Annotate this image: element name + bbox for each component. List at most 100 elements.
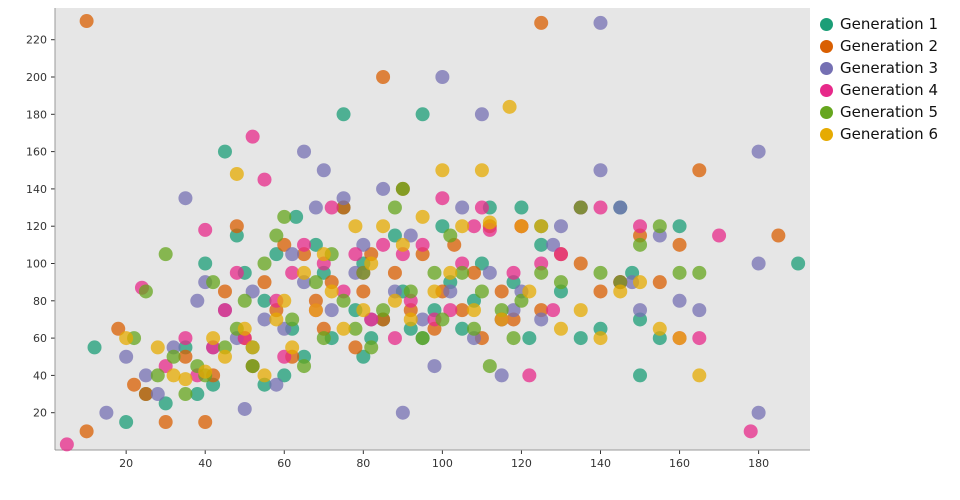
data-point <box>289 209 304 224</box>
data-point <box>217 303 232 318</box>
data-point <box>356 349 371 364</box>
data-point <box>59 437 74 452</box>
data-point <box>387 265 402 280</box>
data-point <box>506 331 521 346</box>
data-point <box>119 349 134 364</box>
data-point <box>217 284 232 299</box>
data-point <box>435 163 450 178</box>
data-point <box>79 14 94 29</box>
legend-swatch-icon <box>820 17 833 31</box>
data-point <box>138 284 153 299</box>
data-point <box>356 284 371 299</box>
data-point <box>534 312 549 327</box>
data-point <box>198 415 213 430</box>
data-point <box>166 349 181 364</box>
data-point <box>277 321 292 336</box>
data-point <box>435 70 450 85</box>
data-point <box>387 200 402 215</box>
data-point <box>474 163 489 178</box>
x-tick-label: 60 <box>277 457 291 470</box>
data-point <box>150 368 165 383</box>
x-tick-label: 140 <box>590 457 611 470</box>
data-point <box>455 265 470 280</box>
data-point <box>455 200 470 215</box>
legend-label: Generation 3 <box>840 59 938 77</box>
data-point <box>245 340 260 355</box>
data-point <box>514 293 529 308</box>
data-point <box>297 144 312 159</box>
data-point <box>455 321 470 336</box>
data-point <box>376 303 391 318</box>
data-point <box>633 219 648 234</box>
data-point <box>672 331 687 346</box>
data-point <box>150 387 165 402</box>
data-point <box>692 265 707 280</box>
data-point <box>158 396 173 411</box>
data-point <box>158 247 173 262</box>
legend-item: Generation 2 <box>820 36 938 56</box>
data-point <box>158 415 173 430</box>
data-point <box>415 312 430 327</box>
data-point <box>229 166 244 181</box>
data-point <box>348 340 363 355</box>
x-tick-label: 180 <box>748 457 769 470</box>
y-tick-label: 220 <box>26 34 47 47</box>
data-point <box>435 312 450 327</box>
data-point <box>158 359 173 374</box>
data-point <box>427 265 442 280</box>
data-point <box>751 144 766 159</box>
data-point <box>573 331 588 346</box>
data-point <box>672 237 687 252</box>
data-point <box>482 359 497 374</box>
legend-swatch-icon <box>820 39 833 53</box>
data-point <box>395 237 410 252</box>
plot-area <box>55 8 810 450</box>
data-point <box>534 237 549 252</box>
data-point <box>443 265 458 280</box>
data-point <box>593 284 608 299</box>
y-tick-label: 140 <box>26 183 47 196</box>
data-point <box>285 340 300 355</box>
data-point <box>178 349 193 364</box>
data-point <box>245 129 260 144</box>
data-point <box>443 228 458 243</box>
data-point <box>297 237 312 252</box>
y-tick-label: 200 <box>26 71 47 84</box>
data-point <box>316 331 331 346</box>
data-point <box>502 99 517 114</box>
data-point <box>257 275 272 290</box>
legend-label: Generation 2 <box>840 37 938 55</box>
data-point <box>387 293 402 308</box>
data-point <box>269 377 284 392</box>
data-point <box>593 331 608 346</box>
data-point <box>467 219 482 234</box>
data-point <box>593 265 608 280</box>
data-point <box>467 303 482 318</box>
data-point <box>150 340 165 355</box>
data-point <box>415 237 430 252</box>
chart-legend: Generation 1 Generation 2 Generation 3 Gene… <box>820 14 938 144</box>
data-point <box>534 15 549 30</box>
data-point <box>166 368 181 383</box>
data-point <box>178 331 193 346</box>
data-point <box>613 284 628 299</box>
data-point <box>403 312 418 327</box>
data-point <box>672 265 687 280</box>
data-point <box>316 163 331 178</box>
data-point <box>427 284 442 299</box>
data-point <box>494 284 509 299</box>
data-point <box>324 303 339 318</box>
data-point <box>308 237 323 252</box>
data-point <box>237 321 252 336</box>
data-point <box>257 172 272 187</box>
data-point <box>237 401 252 416</box>
data-point <box>546 237 561 252</box>
data-point <box>257 312 272 327</box>
y-tick-label: 120 <box>26 220 47 233</box>
data-point <box>324 200 339 215</box>
data-point <box>474 107 489 122</box>
data-point <box>534 265 549 280</box>
data-point <box>178 387 193 402</box>
data-point <box>427 359 442 374</box>
